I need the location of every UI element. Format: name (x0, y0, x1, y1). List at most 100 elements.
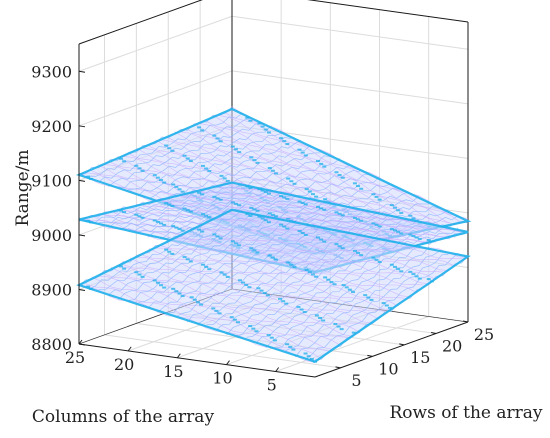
surface-speckle (218, 140, 223, 143)
surface-speckle (303, 154, 308, 157)
surface-speckle (269, 336, 274, 339)
mesh-line-col (196, 231, 351, 325)
surface-speckle (274, 258, 279, 261)
surface-speckle (286, 177, 291, 180)
surface-speckle (189, 296, 194, 299)
z-tick-mark (78, 288, 86, 291)
surface-speckle (347, 288, 352, 291)
surface-speckle (323, 276, 328, 279)
surface-speckle (313, 360, 317, 363)
surface-speckle (152, 219, 157, 222)
surface-speckle (260, 189, 265, 192)
surface-speckle (177, 188, 182, 191)
surface-speckle (174, 185, 179, 188)
surface-speckle (219, 174, 224, 177)
y-tick-mark (399, 343, 405, 346)
surface-speckle (200, 230, 205, 233)
surface-speckle (285, 143, 290, 146)
surface-speckle (247, 286, 252, 289)
surface-speckle (225, 275, 230, 278)
surface-speckle (207, 216, 212, 219)
mesh-line-row (193, 190, 430, 242)
mesh-line-row (212, 185, 449, 237)
surface-speckle (171, 183, 176, 186)
surface-speckle (334, 243, 339, 246)
surface-speckle (137, 215, 142, 218)
surface-speckle (315, 236, 320, 239)
surface-speckle (86, 219, 91, 222)
surface-speckle (303, 233, 308, 236)
surface-speckle (260, 217, 265, 220)
surface-speckle (296, 306, 301, 309)
grid-line-y-floor (104, 334, 341, 369)
surface-3 (76, 208, 471, 363)
surface-speckle (307, 190, 312, 193)
surface-speckle (214, 309, 219, 312)
z-tick-mark (78, 343, 86, 346)
mesh-line-row (206, 187, 443, 238)
mesh-line-col (98, 212, 252, 291)
mesh-line-row (180, 236, 418, 293)
y-axis-label: Rows of the array (389, 403, 542, 423)
surface-speckle (199, 303, 204, 306)
mesh-line-col (255, 246, 410, 344)
surface-speckle (291, 348, 296, 351)
surface-speckle (140, 169, 145, 172)
surface-speckle (212, 233, 217, 236)
surface-speckle (204, 214, 209, 217)
y-tick-mark (462, 320, 469, 323)
surface-speckle (266, 334, 271, 337)
surface-speckle (377, 261, 382, 264)
surface-speckle (257, 188, 262, 191)
surface-speckle (182, 256, 187, 259)
grid-line-z-side (231, 70, 469, 105)
surface-speckle (207, 268, 212, 271)
surface-speckle (237, 204, 242, 207)
mesh-line-col (88, 182, 243, 223)
mesh-line-row (104, 273, 341, 346)
surface-speckle (299, 308, 304, 311)
x-axis-label: Columns of the array (32, 407, 215, 427)
surface-speckle (212, 195, 217, 198)
surface-speckle (140, 216, 145, 219)
z-tick-label: 9200 (31, 117, 72, 136)
surface-speckle (188, 260, 193, 263)
box-edge-top-side (307, 0, 469, 23)
surface-speckle (319, 238, 324, 241)
surface-speckle (251, 327, 256, 330)
surface-speckle (286, 217, 291, 220)
surface-speckle (188, 210, 193, 213)
surface-speckle (303, 203, 308, 206)
surface-speckle (177, 228, 182, 231)
surface-speckle (248, 325, 253, 328)
mesh-line-row (136, 257, 373, 324)
surface-speckle (219, 271, 224, 274)
z-tick-mark (78, 179, 86, 182)
mesh-line-row (200, 226, 437, 280)
surface-speckle (326, 278, 331, 281)
surface-speckle (201, 164, 206, 167)
surface-speckle (336, 325, 341, 328)
y-tick-mark (335, 366, 341, 369)
surface-speckle (267, 254, 272, 257)
surface-edge (76, 208, 471, 363)
surface-speckle (392, 265, 397, 268)
surface-speckle (340, 176, 345, 179)
surface-speckle (389, 263, 394, 266)
mesh-line-col (177, 230, 331, 317)
surface-speckle (281, 300, 286, 303)
surface-speckle (222, 177, 227, 180)
surface-speckle (310, 193, 315, 196)
surface-speckle (230, 201, 235, 204)
surface-speckle (180, 229, 185, 232)
surface-speckle (180, 295, 185, 298)
mesh-line-col (118, 125, 272, 189)
x-tick-mark (275, 367, 280, 372)
surface-speckle (337, 174, 342, 177)
surface-speckle (215, 197, 220, 200)
surface-speckle (170, 252, 175, 255)
surface-speckle (371, 193, 376, 196)
surface-speckle (244, 283, 249, 286)
surface-speckle (207, 170, 212, 173)
